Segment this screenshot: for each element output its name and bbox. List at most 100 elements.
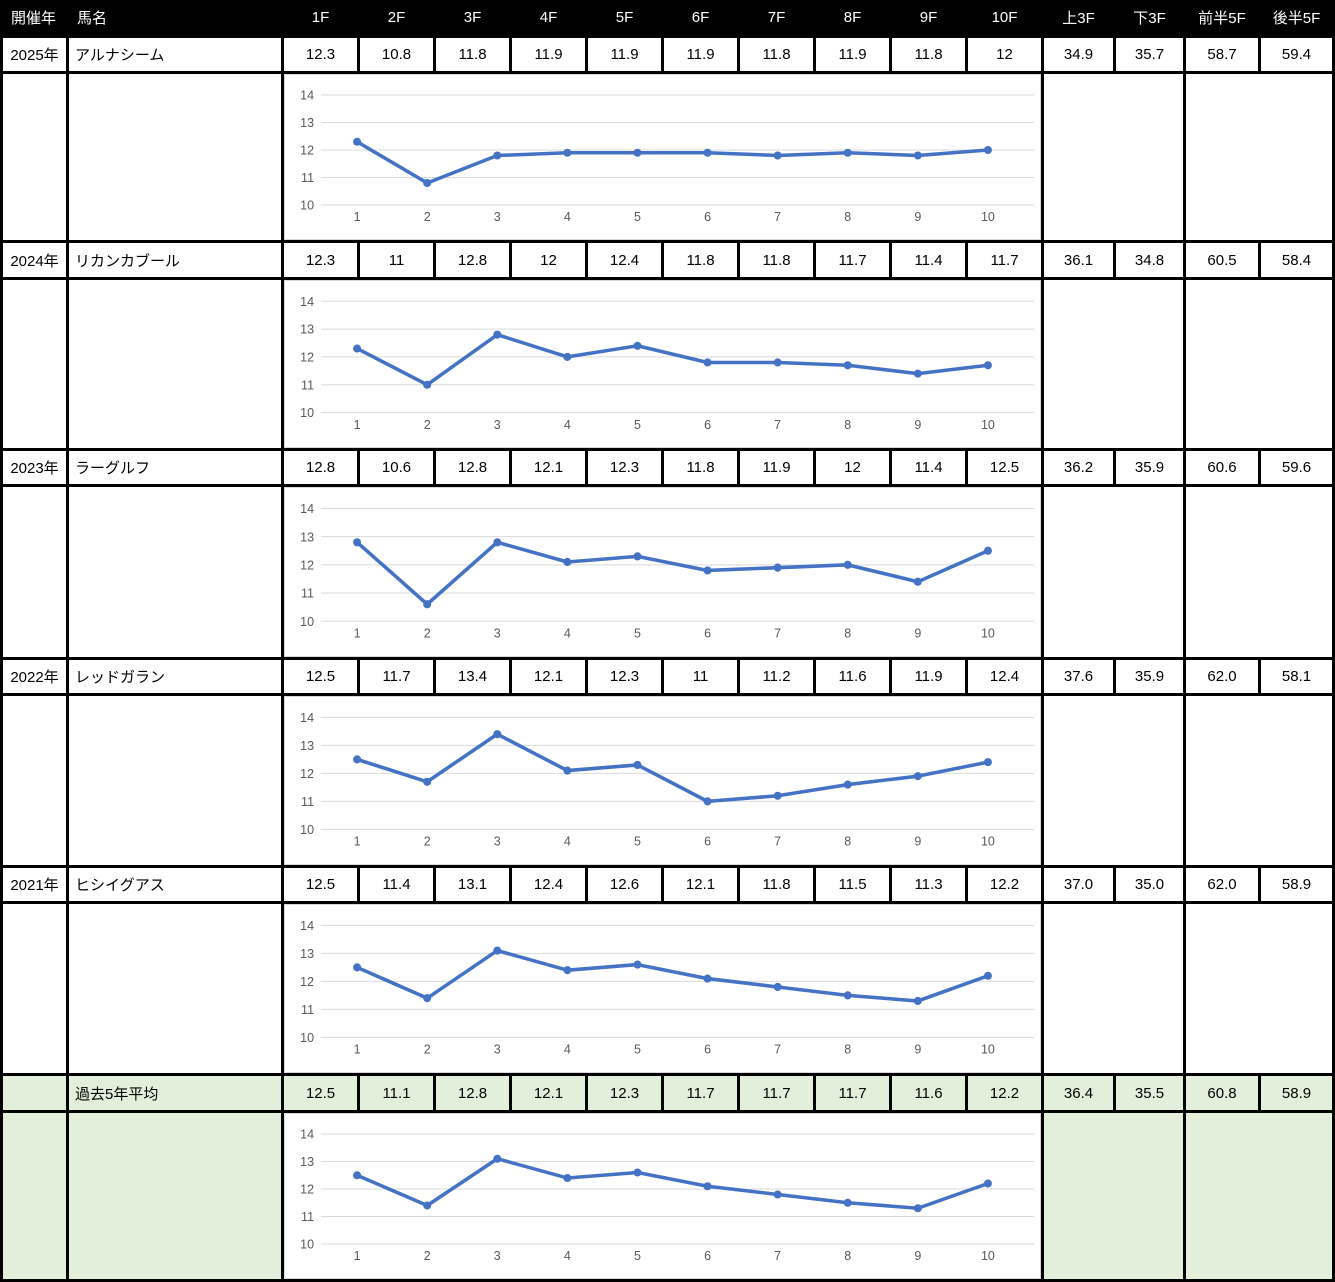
header-back5f[interactable]: 後半5F — [1261, 0, 1332, 35]
front5f-cell[interactable]: 60.5 — [1186, 243, 1258, 277]
lap-cell-4f[interactable]: 12.1 — [512, 451, 585, 484]
lap-cell-10f[interactable]: 11.7 — [968, 243, 1041, 277]
header-3f[interactable]: 3F — [436, 0, 509, 35]
horse-name-cell[interactable]: アルナシーム — [69, 38, 281, 71]
chart-cell[interactable]: 10 11 12 13 14 1 2 3 4 5 6 7 8 9 10 — [284, 696, 1041, 865]
lap-cell-3f[interactable]: 13.4 — [436, 660, 509, 693]
lap-cell-2f[interactable]: 11.4 — [360, 868, 433, 901]
down3f-cell[interactable]: 35.9 — [1116, 660, 1183, 693]
chart-cell[interactable]: 10 11 12 13 14 1 2 3 4 5 6 7 8 9 10 — [284, 74, 1041, 240]
lap-cell-5f[interactable]: 12.3 — [588, 660, 661, 693]
header-up3f[interactable]: 上3F — [1044, 0, 1113, 35]
empty-cell[interactable] — [1044, 280, 1183, 448]
lap-cell-8f[interactable]: 11.7 — [816, 1076, 889, 1110]
lap-cell-4f[interactable]: 11.9 — [512, 38, 585, 71]
up3f-cell[interactable]: 34.9 — [1044, 38, 1113, 71]
up3f-cell[interactable]: 36.1 — [1044, 243, 1113, 277]
empty-cell[interactable] — [3, 280, 66, 448]
empty-cell[interactable] — [1186, 696, 1332, 865]
chart-cell[interactable]: 10 11 12 13 14 1 2 3 4 5 6 7 8 9 10 — [284, 487, 1041, 657]
empty-cell[interactable] — [1044, 696, 1183, 865]
down3f-cell[interactable]: 34.8 — [1116, 243, 1183, 277]
header-horse[interactable]: 馬名 — [69, 0, 281, 35]
header-4f[interactable]: 4F — [512, 0, 585, 35]
horse-name-cell[interactable]: ラーグルフ — [69, 451, 281, 484]
lap-cell-6f[interactable]: 11.8 — [664, 243, 737, 277]
lap-cell-2f[interactable]: 10.6 — [360, 451, 433, 484]
lap-cell-7f[interactable]: 11.8 — [740, 38, 813, 71]
lap-cell-2f[interactable]: 11.1 — [360, 1076, 433, 1110]
header-9f[interactable]: 9F — [892, 0, 965, 35]
front5f-cell[interactable]: 62.0 — [1186, 868, 1258, 901]
lap-cell-7f[interactable]: 11.7 — [740, 1076, 813, 1110]
back5f-cell[interactable]: 59.6 — [1261, 451, 1332, 484]
empty-cell[interactable] — [3, 487, 66, 657]
empty-cell[interactable] — [69, 487, 281, 657]
header-down3f[interactable]: 下3F — [1116, 0, 1183, 35]
lap-cell-1f[interactable]: 12.3 — [284, 243, 357, 277]
up3f-cell[interactable]: 37.0 — [1044, 868, 1113, 901]
empty-cell[interactable] — [1044, 74, 1183, 240]
empty-cell[interactable] — [1186, 74, 1332, 240]
down3f-cell[interactable]: 35.0 — [1116, 868, 1183, 901]
lap-cell-3f[interactable]: 12.8 — [436, 451, 509, 484]
lap-cell-3f[interactable]: 11.8 — [436, 38, 509, 71]
lap-cell-9f[interactable]: 11.4 — [892, 451, 965, 484]
lap-cell-2f[interactable]: 11.7 — [360, 660, 433, 693]
chart-cell[interactable]: 10 11 12 13 14 1 2 3 4 5 6 7 8 9 10 — [284, 280, 1041, 448]
header-8f[interactable]: 8F — [816, 0, 889, 35]
lap-cell-1f[interactable]: 12.8 — [284, 451, 357, 484]
horse-name-cell[interactable]: 過去5年平均 — [69, 1076, 281, 1110]
lap-cell-5f[interactable]: 11.9 — [588, 38, 661, 71]
lap-cell-3f[interactable]: 12.8 — [436, 243, 509, 277]
down3f-cell[interactable]: 35.9 — [1116, 451, 1183, 484]
header-front5f[interactable]: 前半5F — [1186, 0, 1258, 35]
empty-cell[interactable] — [3, 904, 66, 1073]
front5f-cell[interactable]: 62.0 — [1186, 660, 1258, 693]
chart-cell[interactable]: 10 11 12 13 14 1 2 3 4 5 6 7 8 9 10 — [284, 904, 1041, 1073]
lap-cell-7f[interactable]: 11.9 — [740, 451, 813, 484]
up3f-cell[interactable]: 36.2 — [1044, 451, 1113, 484]
lap-cell-6f[interactable]: 11 — [664, 660, 737, 693]
lap-cell-3f[interactable]: 13.1 — [436, 868, 509, 901]
lap-cell-10f[interactable]: 12.4 — [968, 660, 1041, 693]
empty-cell[interactable] — [1044, 1113, 1183, 1279]
lap-cell-6f[interactable]: 11.8 — [664, 451, 737, 484]
header-2f[interactable]: 2F — [360, 0, 433, 35]
horse-name-cell[interactable]: レッドガラン — [69, 660, 281, 693]
header-year[interactable]: 開催年 — [3, 0, 66, 35]
lap-cell-1f[interactable]: 12.5 — [284, 868, 357, 901]
up3f-cell[interactable]: 37.6 — [1044, 660, 1113, 693]
lap-cell-8f[interactable]: 11.7 — [816, 243, 889, 277]
back5f-cell[interactable]: 58.4 — [1261, 243, 1332, 277]
front5f-cell[interactable]: 60.8 — [1186, 1076, 1258, 1110]
header-7f[interactable]: 7F — [740, 0, 813, 35]
year-cell[interactable]: 2021年 — [3, 868, 66, 901]
lap-cell-6f[interactable]: 12.1 — [664, 868, 737, 901]
lap-cell-9f[interactable]: 11.8 — [892, 38, 965, 71]
empty-cell[interactable] — [69, 1113, 281, 1279]
empty-cell[interactable] — [1186, 1113, 1332, 1279]
year-cell[interactable]: 2022年 — [3, 660, 66, 693]
lap-cell-9f[interactable]: 11.6 — [892, 1076, 965, 1110]
empty-cell[interactable] — [69, 696, 281, 865]
empty-cell[interactable] — [1186, 487, 1332, 657]
empty-cell[interactable] — [69, 280, 281, 448]
header-6f[interactable]: 6F — [664, 0, 737, 35]
empty-cell[interactable] — [69, 74, 281, 240]
lap-cell-7f[interactable]: 11.8 — [740, 868, 813, 901]
empty-cell[interactable] — [3, 1113, 66, 1279]
year-cell[interactable]: 2025年 — [3, 38, 66, 71]
lap-cell-5f[interactable]: 12.4 — [588, 243, 661, 277]
front5f-cell[interactable]: 60.6 — [1186, 451, 1258, 484]
header-5f[interactable]: 5F — [588, 0, 661, 35]
back5f-cell[interactable]: 58.9 — [1261, 1076, 1332, 1110]
lap-cell-1f[interactable]: 12.3 — [284, 38, 357, 71]
lap-cell-2f[interactable]: 10.8 — [360, 38, 433, 71]
empty-cell[interactable] — [1186, 280, 1332, 448]
lap-cell-4f[interactable]: 12.1 — [512, 1076, 585, 1110]
